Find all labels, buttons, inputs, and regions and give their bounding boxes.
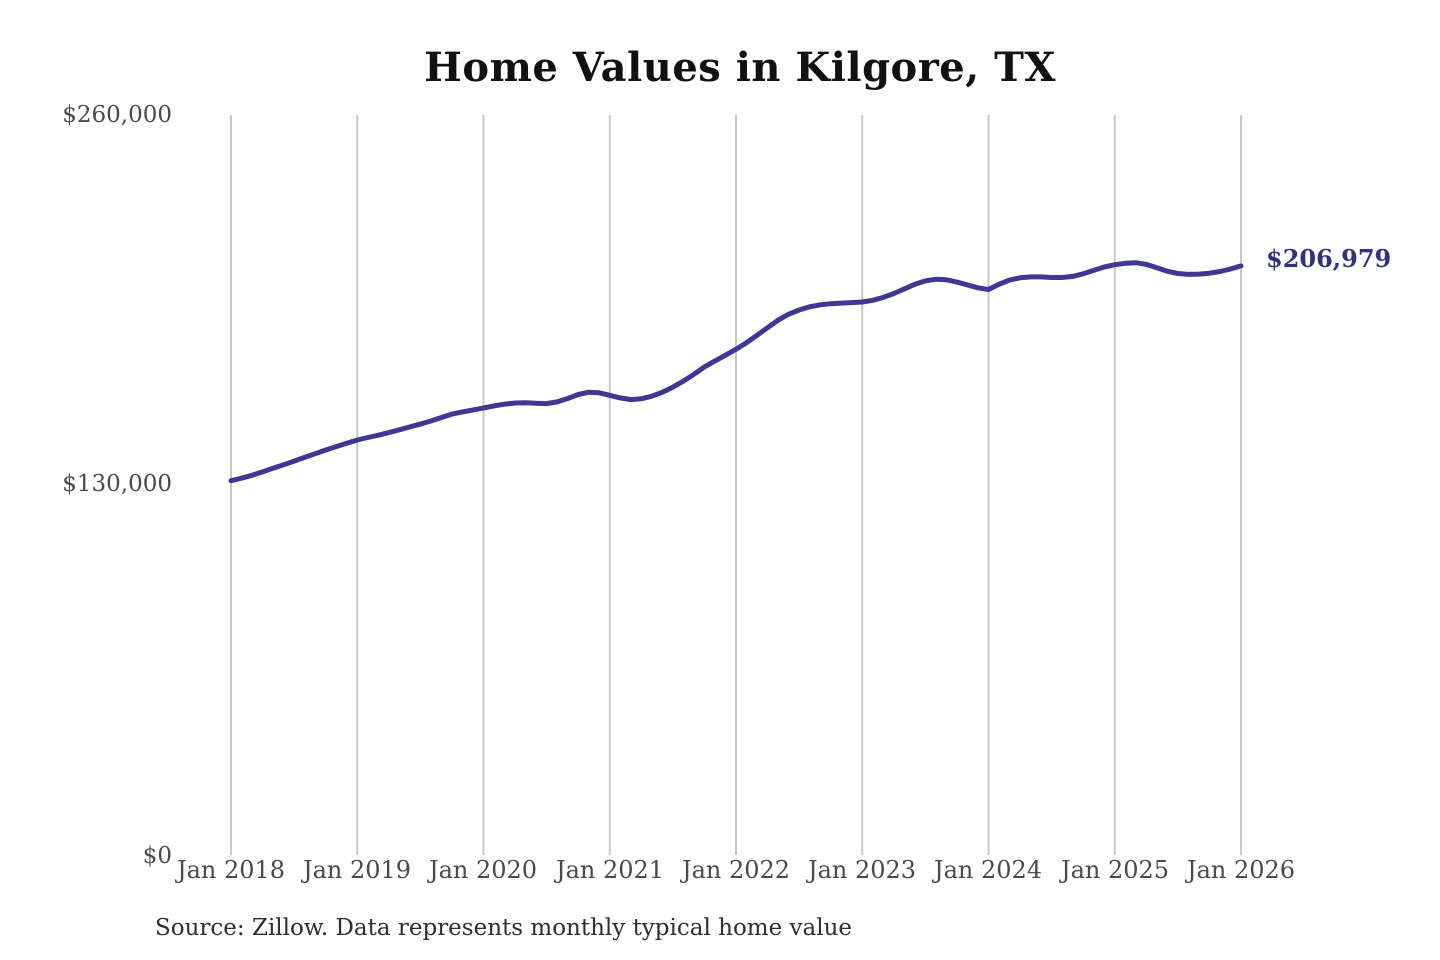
x-axis-tick-jan-2019: Jan 2019	[302, 856, 412, 884]
x-axis-tick-jan-2024: Jan 2024	[933, 856, 1043, 884]
x-axis-tick-jan-2020: Jan 2020	[428, 856, 538, 884]
home-value-series-line	[228, 260, 1244, 484]
x-axis-tick-jan-2025: Jan 2025	[1060, 856, 1170, 884]
x-axis-tick-jan-2021: Jan 2021	[555, 856, 665, 884]
source-note: Source: Zillow. Data represents monthly …	[155, 915, 853, 941]
x-axis-tick-jan-2026: Jan 2026	[1186, 856, 1296, 884]
x-axis-tick-jan-2023: Jan 2023	[807, 856, 917, 884]
x-axis-tick-jan-2022: Jan 2022	[681, 856, 791, 884]
x-axis-tick-jan-2018: Jan 2018	[176, 856, 286, 884]
y-axis-tick-260000: $260,000	[62, 102, 172, 128]
y-axis-tick-130000: $130,000	[62, 471, 172, 497]
chart-title: Home Values in Kilgore, TX	[424, 44, 1056, 91]
y-axis-tick-0: $0	[142, 843, 172, 869]
latest-value-label: $206,979	[1266, 244, 1392, 273]
